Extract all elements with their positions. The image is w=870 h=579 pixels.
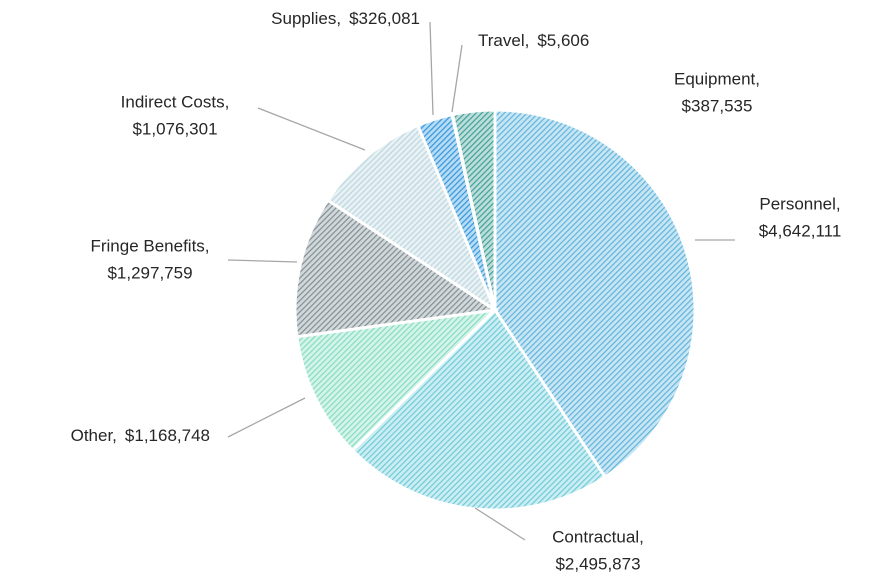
pie-slice [325, 123, 499, 314]
pie-slice [295, 307, 500, 453]
value-label: $1,297,759 [107, 263, 192, 282]
leader-line [227, 259, 298, 263]
value-label: $4,642,111 [759, 221, 842, 240]
value-label: $2,495,873 [555, 554, 640, 573]
category-label: Equipment, [674, 69, 760, 88]
data-label: Other, $1,168,748 [71, 426, 210, 445]
data-label: Travel, $5,606 [478, 31, 589, 50]
value-label: $387,535 [682, 96, 753, 115]
pie-slice [293, 198, 500, 339]
category-label: Fringe Benefits, [90, 236, 209, 255]
leader-line [429, 21, 434, 116]
leader-line [257, 107, 366, 151]
leader-line [451, 44, 463, 113]
data-label: Supplies, $326,081 [271, 9, 420, 28]
pie-slice [350, 307, 608, 512]
leader-line [474, 507, 526, 541]
category-label: Contractual, [552, 527, 644, 546]
leader-line [227, 397, 306, 438]
pie-slice [450, 108, 497, 311]
category-label: Personnel, [759, 194, 840, 213]
value-label: $1,076,301 [132, 119, 217, 138]
category-label: Indirect Costs, [121, 92, 230, 111]
